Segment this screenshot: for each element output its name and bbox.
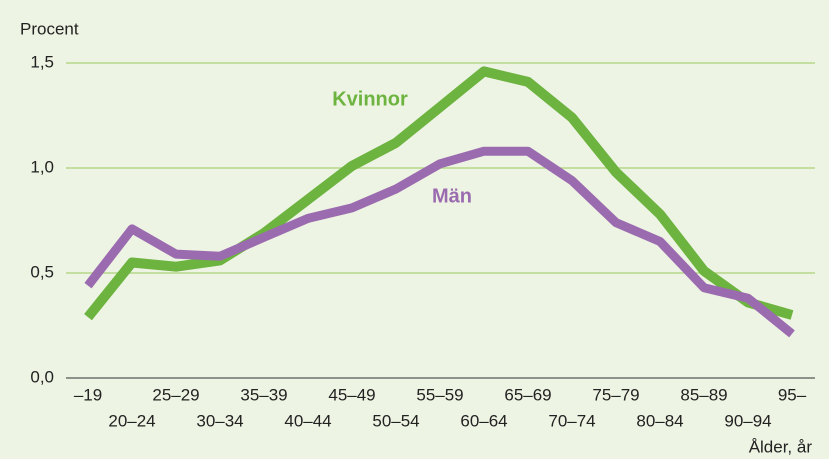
y-tick-label: 0,0 bbox=[30, 367, 54, 386]
series-label: Kvinnor bbox=[332, 88, 408, 110]
y-tick-label: 1,0 bbox=[30, 157, 54, 176]
x-tick-label: 70–74 bbox=[548, 411, 595, 430]
series-label: Män bbox=[432, 185, 472, 207]
x-axis-label: Ålder, år bbox=[749, 437, 813, 456]
x-tick-label: 60–64 bbox=[460, 411, 507, 430]
x-tick-label: 55–59 bbox=[416, 385, 463, 404]
x-tick-label: 45–49 bbox=[328, 385, 375, 404]
x-tick-label: –19 bbox=[74, 385, 102, 404]
x-tick-label: 35–39 bbox=[240, 385, 287, 404]
x-tick-label: 75–79 bbox=[592, 385, 639, 404]
x-tick-label: 30–34 bbox=[196, 411, 243, 430]
x-tick-label: 40–44 bbox=[284, 411, 331, 430]
x-tick-label: 25–29 bbox=[152, 385, 199, 404]
x-tick-label: 90–94 bbox=[724, 411, 771, 430]
x-tick-label: 80–84 bbox=[636, 411, 683, 430]
x-tick-label: 50–54 bbox=[372, 411, 419, 430]
series-line bbox=[84, 66, 794, 321]
x-tick-label: 65–69 bbox=[504, 385, 551, 404]
x-tick-label: 85–89 bbox=[680, 385, 727, 404]
series-line bbox=[84, 146, 795, 338]
y-tick-label: 0,5 bbox=[30, 262, 54, 281]
y-tick-label: 1,5 bbox=[30, 52, 54, 71]
y-axis-label: Procent bbox=[20, 19, 79, 38]
x-tick-label: 20–24 bbox=[108, 411, 155, 430]
x-tick-label: 95– bbox=[778, 385, 807, 404]
